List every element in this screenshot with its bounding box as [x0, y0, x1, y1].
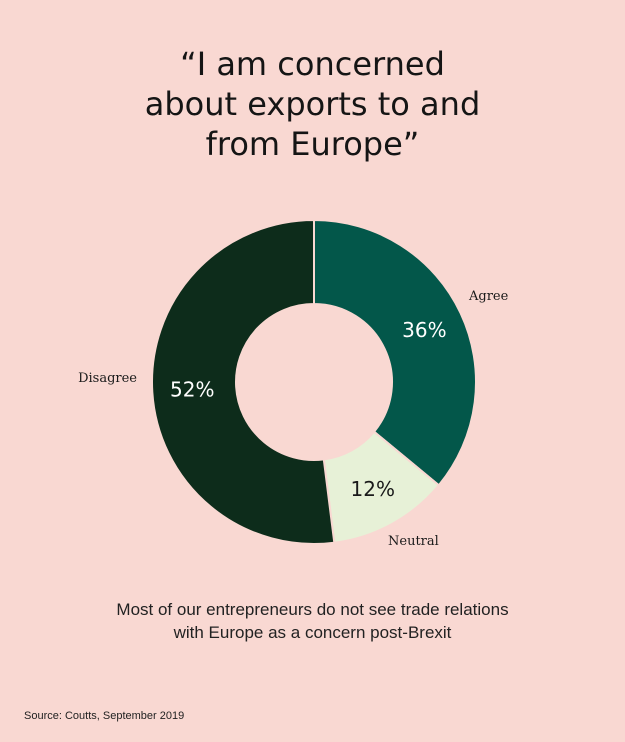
- category-label-neutral: Neutral: [388, 534, 439, 549]
- value-label-disagree: 52%: [170, 378, 214, 402]
- value-label-agree: 36%: [402, 318, 446, 342]
- source-note: Source: Coutts, September 2019: [24, 710, 185, 722]
- caption-line-2: with Europe as a concern post-Brexit: [173, 623, 452, 642]
- value-label-neutral: 12%: [351, 477, 395, 501]
- chart-caption: Most of our entrepreneurs do not see tra…: [0, 598, 625, 644]
- slice-disagree: [151, 218, 336, 545]
- slice-agree: [313, 218, 477, 487]
- category-label-agree: Agree: [468, 289, 509, 304]
- title-line-1: “I am concerned: [180, 45, 445, 83]
- chart-title: “I am concerned about exports to and fro…: [0, 44, 625, 164]
- title-line-3: from Europe”: [205, 125, 420, 163]
- title-line-2: about exports to and: [144, 85, 481, 123]
- category-label-disagree: Disagree: [78, 371, 137, 386]
- caption-line-1: Most of our entrepreneurs do not see tra…: [116, 600, 509, 619]
